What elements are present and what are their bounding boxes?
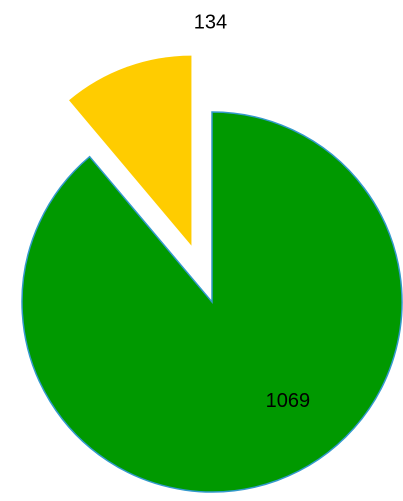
pie-slice	[69, 55, 192, 246]
pie-slice	[21, 111, 403, 493]
data-label: 134	[194, 12, 227, 34]
data-label: 1069	[266, 390, 311, 412]
